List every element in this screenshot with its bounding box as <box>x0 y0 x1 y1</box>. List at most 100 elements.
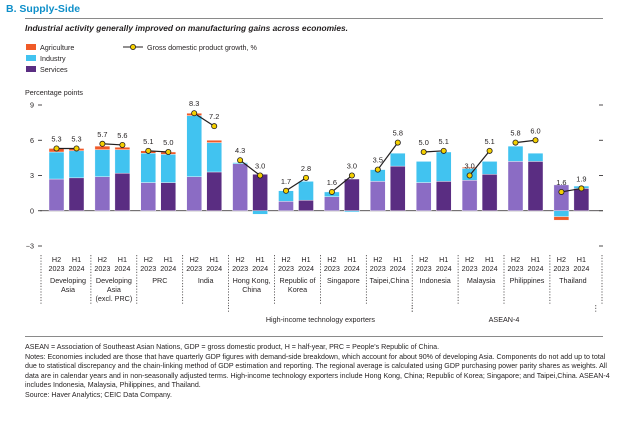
gdp-data-label: 5.8 <box>393 129 403 138</box>
x-category-label: India <box>198 276 214 285</box>
gdp-data-label: 1.6 <box>556 178 566 187</box>
bar-agriculture-9-0 <box>461 167 478 169</box>
bar-services-9-0 <box>461 179 478 211</box>
x-period-label: H1 <box>347 255 356 264</box>
bar-services-5-0 <box>278 201 294 211</box>
title-rule <box>25 18 603 19</box>
gdp-data-label: 5.1 <box>439 137 449 146</box>
x-category-label: PRC <box>152 276 167 285</box>
bar-industry-10-1 <box>527 152 544 162</box>
gdp-data-label: 5.7 <box>97 130 107 139</box>
bar-industry-1-0 <box>94 149 111 177</box>
bar-industry-0-1 <box>68 150 85 179</box>
bar-industry-8-0 <box>416 161 432 183</box>
x-category-label: Hong Kong, <box>233 276 271 285</box>
x-period-year: 2023 <box>140 264 156 273</box>
x-period-label: H2 <box>327 255 336 264</box>
gdp-line-8 <box>423 150 444 153</box>
bar-industry-5-1 <box>298 181 314 201</box>
y-tick-label: 3 <box>30 171 34 180</box>
x-period-year: 2023 <box>370 264 386 273</box>
gdp-point-8-1 <box>440 147 447 154</box>
bar-services-7-0 <box>370 181 386 211</box>
chart-subtitle: Industrial activity generally improved o… <box>25 23 348 33</box>
legend-label-services: Services <box>40 65 68 74</box>
x-period-label: H1 <box>118 255 127 264</box>
x-category-label: Korea <box>288 285 307 294</box>
x-period-label: H1 <box>301 255 310 264</box>
x-period-year: 2024 <box>528 264 544 273</box>
x-period-label: H2 <box>235 255 244 264</box>
legend-gdp-marker-icon <box>123 44 143 50</box>
x-period-label: H2 <box>281 255 290 264</box>
bar-services-7-1 <box>390 165 406 211</box>
bar-services-10-1 <box>527 161 544 211</box>
bar-industry-10-0 <box>507 145 524 162</box>
bar-industry-7-1 <box>390 152 406 167</box>
legend-label-gdp: Gross domestic product growth, % <box>147 43 257 52</box>
x-category-label: Republic of <box>280 276 316 285</box>
bar-services-11-1 <box>573 188 590 211</box>
x-period-year: 2024 <box>298 264 314 273</box>
gdp-line-9 <box>469 150 491 176</box>
gdp-point-2-1 <box>165 148 172 155</box>
bar-services-4-0 <box>232 163 248 211</box>
x-period-year: 2024 <box>436 264 452 273</box>
gdp-data-label: 5.0 <box>419 138 429 147</box>
gdp-point-8-0 <box>420 148 427 155</box>
gdp-data-label: 3.0 <box>347 162 357 171</box>
x-period-year: 2023 <box>186 264 202 273</box>
bar-services-8-1 <box>436 181 452 211</box>
gdp-point-11-0 <box>558 188 565 195</box>
gdp-line-10 <box>515 139 536 144</box>
x-period-year: 2024 <box>69 264 85 273</box>
bar-services-0-1 <box>68 177 85 211</box>
gdp-data-label: 5.6 <box>117 131 127 140</box>
x-period-label: H2 <box>144 255 153 264</box>
x-category-label: (excl. PRC) <box>96 294 133 303</box>
bar-services-9-1 <box>481 174 498 211</box>
gdp-data-label: 3.5 <box>373 156 383 165</box>
x-period-year: 2023 <box>94 264 110 273</box>
x-period-label: H1 <box>531 255 540 264</box>
x-category-label: Philippines <box>510 276 545 285</box>
bar-services-6-1 <box>344 178 360 211</box>
x-category-label: Taipei,China <box>370 276 410 285</box>
gdp-point-4-1 <box>257 172 264 179</box>
gdp-data-label: 5.1 <box>484 137 494 146</box>
bar-industry-2-0 <box>140 152 157 183</box>
notes-rule <box>25 336 603 337</box>
gdp-data-label: 5.8 <box>510 129 520 138</box>
gdp-point-5-1 <box>302 174 309 181</box>
gdp-data-label: 8.3 <box>189 99 199 108</box>
x-category-label: Indonesia <box>420 276 451 285</box>
gdp-point-0-1 <box>73 145 80 152</box>
x-period-label: H1 <box>439 255 448 264</box>
group-label: ASEAN-4 <box>489 315 520 324</box>
x-period-year: 2023 <box>324 264 340 273</box>
bar-services-4-1 <box>252 174 268 211</box>
gdp-line-6 <box>331 175 353 193</box>
notes-source: Source: Haver Analytics; CEIC Data Compa… <box>25 390 172 399</box>
gdp-point-6-0 <box>328 188 335 195</box>
x-period-year: 2023 <box>416 264 432 273</box>
gdp-point-4-0 <box>237 157 244 164</box>
x-period-label: H2 <box>52 255 61 264</box>
x-period-label: H1 <box>164 255 173 264</box>
bar-industry-11-0 <box>553 210 570 217</box>
gdp-data-label: 1.9 <box>576 174 586 183</box>
x-period-year: 2024 <box>252 264 268 273</box>
notes-abbreviations: ASEAN = Association of Southeast Asian N… <box>25 343 440 351</box>
bar-industry-6-1 <box>344 210 360 213</box>
gdp-point-1-0 <box>99 140 106 147</box>
x-category-label: Malaysia <box>467 276 495 285</box>
x-period-year: 2023 <box>508 264 524 273</box>
x-period-year: 2024 <box>344 264 360 273</box>
bar-services-3-1 <box>206 171 222 211</box>
gdp-point-0-0 <box>53 145 60 152</box>
bar-agriculture-11-0 <box>553 216 570 221</box>
x-period-year: 2023 <box>49 264 65 273</box>
legend-label-industry: Industry <box>40 54 66 63</box>
bar-services-2-1 <box>160 182 177 211</box>
x-period-label: H2 <box>98 255 107 264</box>
